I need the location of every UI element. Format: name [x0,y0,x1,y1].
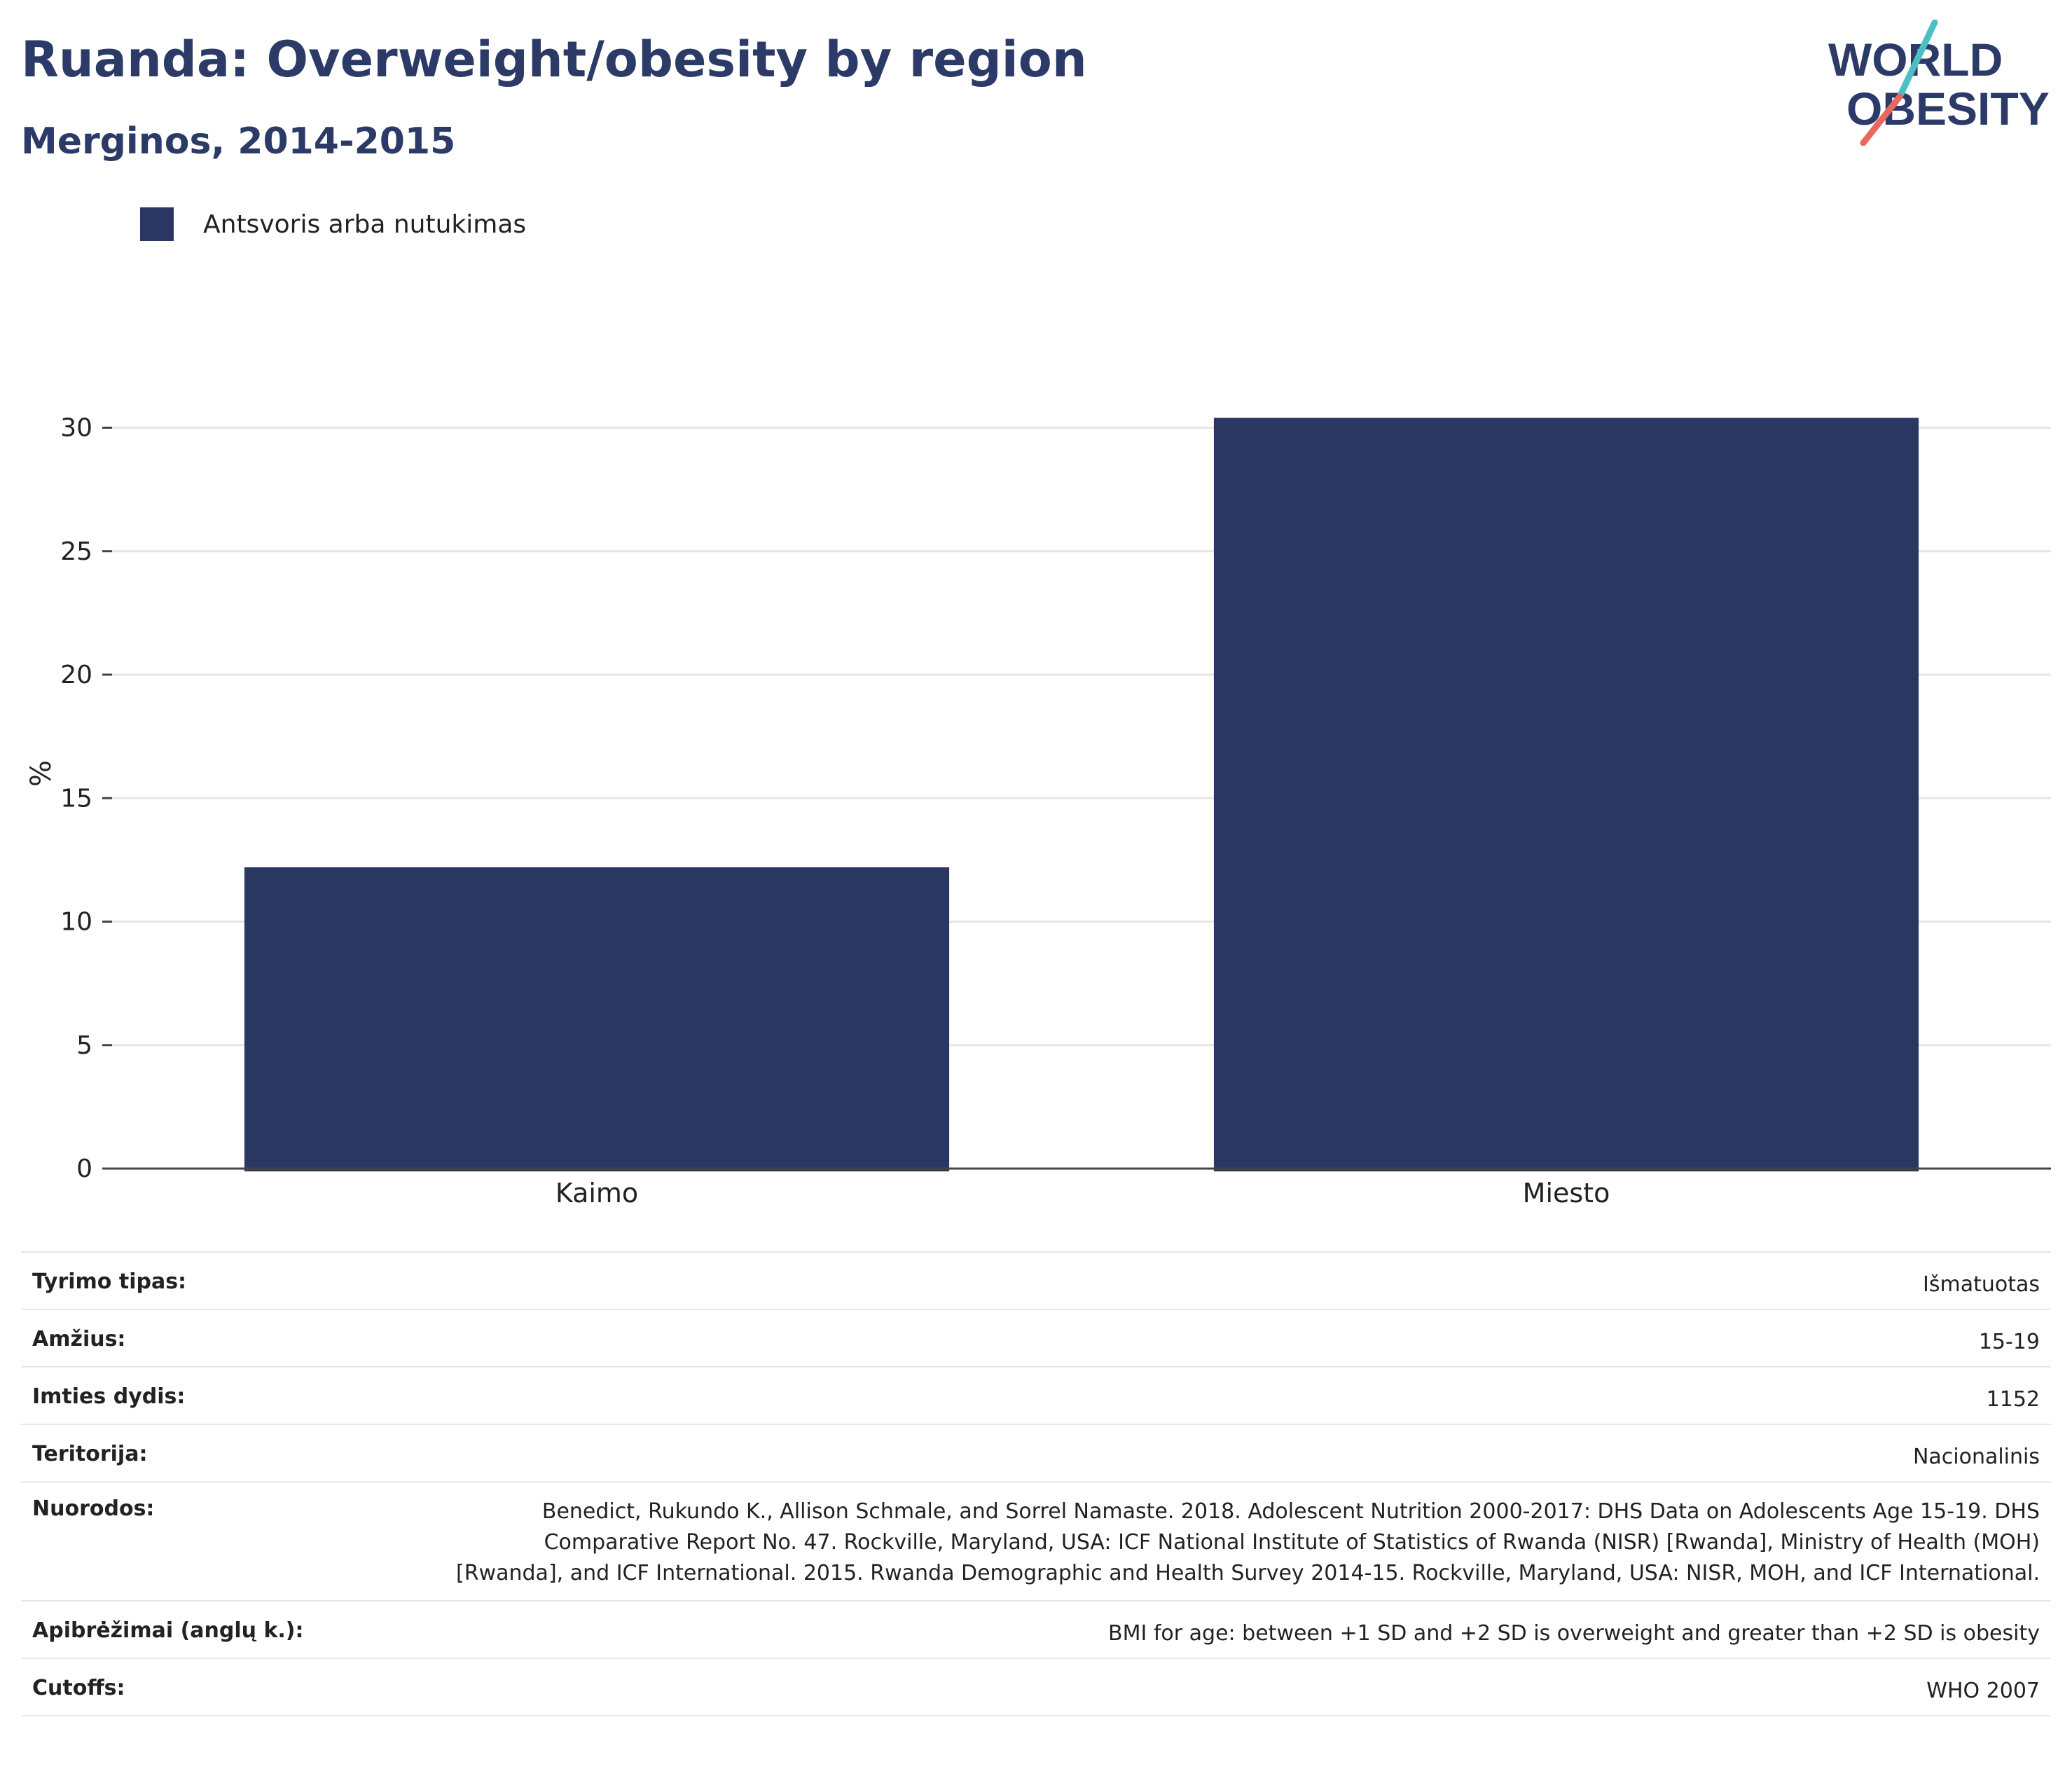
y-tick-label: 15 [60,784,92,813]
legend-label: Antsvoris arba nutukimas [203,209,527,239]
chart-subtitle: Merginos, 2014-2015 [21,121,456,163]
info-key: Imties dydis: [21,1366,436,1424]
info-value: 1152 [436,1366,2051,1424]
world-obesity-logo: WORLD OBESITY [1828,20,2050,146]
info-key: Tyrimo tipas: [21,1251,436,1309]
chart-title: Ruanda: Overweight/obesity by region [21,31,1087,88]
survey-info-table: Tyrimo tipas: Išmatuotas Amžius: 15-19 I… [21,1251,2051,1716]
info-value: WHO 2007 [436,1658,2051,1716]
y-tick-label: 20 [60,661,92,689]
legend-swatch [140,207,174,241]
y-tick-label: 0 [76,1155,92,1183]
x-tick-label: Miesto [1523,1178,1610,1209]
info-key: Cutoffs: [21,1658,436,1716]
info-key: Teritorija: [21,1424,436,1482]
y-axis-label: % [25,760,57,787]
info-value: Išmatuotas [436,1251,2051,1309]
info-row-survey-type: Tyrimo tipas: Išmatuotas [21,1251,2051,1309]
y-tick-label: 25 [60,537,92,566]
logo-slash-top [1896,20,1938,100]
info-value: Benedict, Rukundo K., Allison Schmale, a… [436,1481,2051,1601]
bar-kaimo [244,867,950,1171]
info-key: Amžius: [21,1309,436,1367]
chart-legend: Antsvoris arba nutukimas [140,207,526,241]
logo-slash-bottom [1860,93,1903,146]
info-key: Apibrėžimai (anglų k.): [21,1600,436,1658]
info-value: Nacionalinis [436,1424,2051,1482]
info-row-definitions: Apibrėžimai (anglų k.): BMI for age: bet… [21,1600,2051,1658]
y-tick-label: 10 [60,908,92,937]
x-tick-label: Kaimo [555,1178,638,1209]
y-tick-label: 30 [60,414,92,443]
bar-chart: 0 5 10 15 20 25 30 Kaimo Miesto% [25,414,2051,1209]
info-row-cutoffs: Cutoffs: WHO 2007 [21,1658,2051,1716]
info-row-territory: Teritorija: Nacionalinis [21,1424,2051,1482]
info-row-age: Amžius: 15-19 [21,1309,2051,1367]
y-tick-label: 5 [76,1031,92,1060]
info-value: 15-19 [436,1309,2051,1367]
info-row-sample-size: Imties dydis: 1152 [21,1366,2051,1424]
info-value: BMI for age: between +1 SD and +2 SD is … [436,1600,2051,1658]
info-row-references: Nuorodos: Benedict, Rukundo K., Allison … [21,1481,2051,1601]
info-key: Nuorodos: [21,1481,436,1601]
bar-miesto [1213,418,1919,1171]
